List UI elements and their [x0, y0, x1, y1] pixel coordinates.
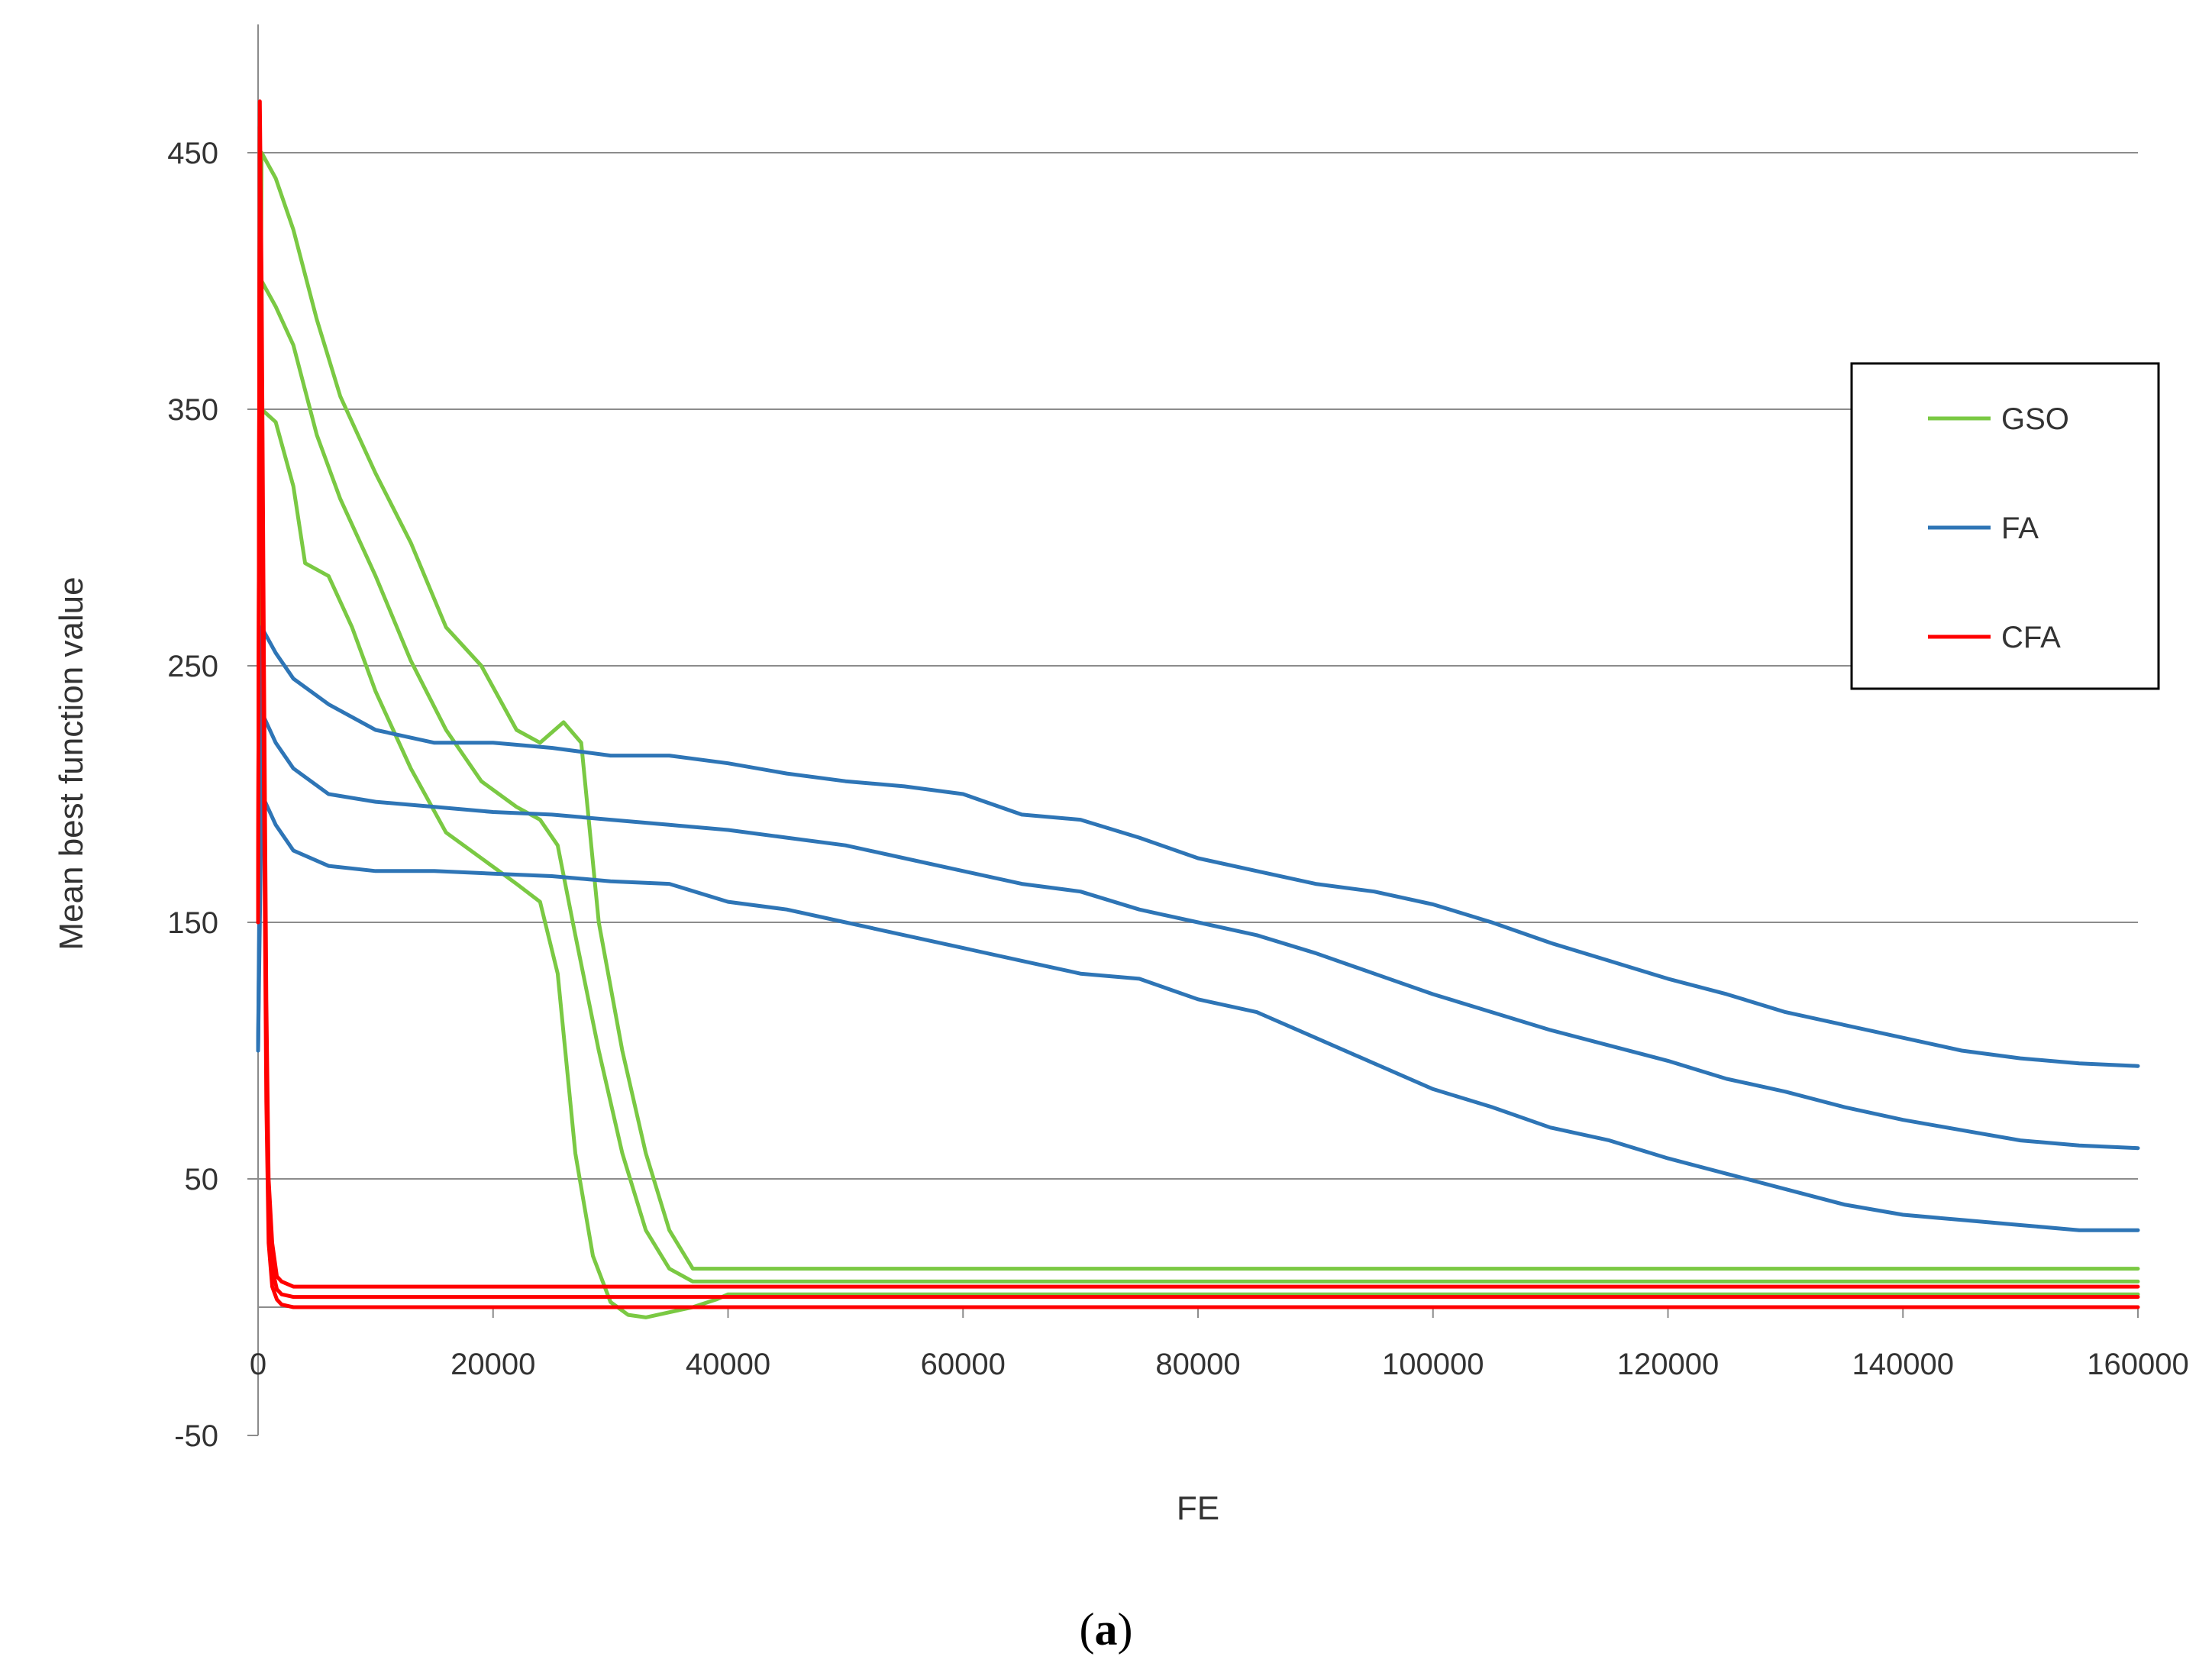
x-tick-label: 160000	[2087, 1348, 2188, 1381]
legend: GSO FA CFA	[1850, 362, 2160, 690]
figure-caption: (a)	[0, 1603, 2212, 1656]
x-tick-label: 100000	[1382, 1348, 1484, 1381]
caption-letter: a	[1094, 1604, 1118, 1655]
y-axis-title: Mean best function value	[53, 576, 90, 950]
x-tick-label: 20000	[450, 1348, 535, 1381]
legend-box	[1850, 362, 2160, 690]
series-line-fa-3	[256, 792, 2140, 1232]
x-tick-label: 80000	[1155, 1348, 1240, 1381]
y-tick-label: 350	[167, 393, 218, 427]
y-tick-label: 50	[185, 1163, 219, 1196]
series-line-cfa-2	[256, 124, 2140, 1300]
y-tick-labels: -50 50 150 250 350 450	[167, 137, 258, 1453]
y-tick-label: 150	[167, 906, 218, 940]
series-line-fa-1	[256, 625, 2140, 1068]
x-tick-labels: 0 20000 40000 60000 80000 100000 120000 140000 1…	[250, 1307, 2189, 1381]
y-tick-label: 450	[167, 137, 218, 170]
x-tick-label: 140000	[1852, 1348, 1954, 1381]
caption-close: )	[1117, 1604, 1133, 1655]
series-line-gso-2	[256, 279, 2140, 1283]
x-tick-label: 60000	[921, 1348, 1006, 1381]
series-lines	[256, 99, 2140, 1319]
x-tick-label: 40000	[686, 1348, 770, 1381]
caption-open: (	[1079, 1604, 1095, 1655]
series-line-cfa-3	[256, 137, 2140, 1309]
y-tick-label: -50	[174, 1419, 218, 1453]
y-tick-label: 250	[167, 650, 218, 683]
x-tick-label: 0	[250, 1348, 266, 1381]
legend-label-gso: GSO	[2001, 402, 2069, 436]
series-line-fa-2	[256, 710, 2140, 1151]
x-tick-label: 120000	[1617, 1348, 1719, 1381]
axes	[257, 24, 2138, 1435]
series-line-gso-1	[256, 150, 2140, 1271]
series-line-gso-3	[256, 407, 2140, 1319]
legend-label-cfa: CFA	[2001, 621, 2061, 654]
legend-label-fa: FA	[2001, 512, 2039, 545]
x-axis-title: FE	[1177, 1490, 1219, 1527]
